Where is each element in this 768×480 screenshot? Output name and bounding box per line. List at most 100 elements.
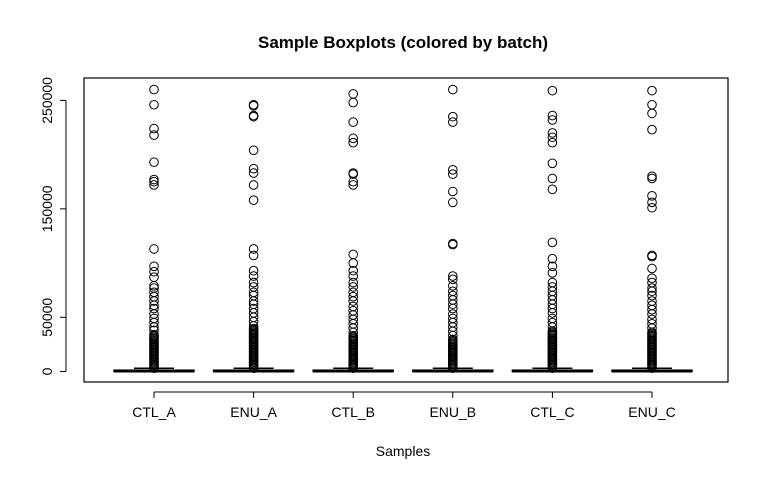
outlier-point (448, 334, 458, 345)
outlier-point (647, 290, 657, 301)
outlier-point (149, 281, 159, 291)
outlier-point (448, 274, 458, 285)
x-tick-label: CTL_A (132, 404, 176, 420)
box-ctl-c (511, 85, 594, 374)
outlier-point (248, 180, 259, 190)
outlier-point (647, 250, 657, 261)
outlier-point (348, 133, 359, 144)
outlier-point (547, 282, 558, 292)
y-tick-label: 50000 (39, 298, 55, 337)
y-tick-label: 150000 (39, 185, 55, 232)
y-tick-label: 250000 (39, 77, 55, 124)
y-axis-ticks: 0 50000 150000 250000 (39, 77, 66, 375)
outlier-point (149, 266, 159, 277)
outlier-point (547, 277, 558, 288)
outlier-point (647, 314, 657, 325)
chart-title: Sample Boxplots (colored by batch) (258, 33, 548, 52)
outlier-point (547, 132, 558, 143)
outlier-point (348, 282, 359, 292)
box-ctl-a (113, 84, 195, 374)
outlier-point (547, 173, 558, 184)
outlier-point (348, 287, 359, 298)
outlier-point (448, 197, 458, 208)
outlier-point (448, 238, 458, 249)
box-enu-c (611, 85, 693, 374)
outlier-point (647, 99, 657, 110)
outlier-point (149, 174, 159, 185)
outlier-point (248, 282, 259, 292)
outlier-point (647, 283, 657, 293)
outlier-point (547, 110, 558, 121)
outlier-point (647, 171, 657, 182)
outlier-point (248, 265, 259, 276)
x-tick-label: ENU_A (230, 404, 277, 420)
outlier-point (647, 202, 657, 213)
outlier-point (149, 130, 159, 140)
outlier-point (248, 168, 259, 178)
outlier-point (149, 157, 159, 168)
outlier-point (149, 244, 159, 254)
x-tick-label: CTL_C (530, 404, 574, 420)
outlier-point (149, 283, 159, 293)
outlier-point (547, 261, 558, 272)
outlier-point (348, 305, 359, 316)
outlier-point (248, 277, 259, 288)
outlier-point (547, 237, 558, 248)
outlier-point (348, 117, 359, 127)
outlier-point (248, 271, 259, 281)
outlier-point (448, 271, 458, 281)
outlier-point (647, 318, 657, 329)
outlier-point (448, 84, 458, 95)
outlier-point (348, 301, 359, 312)
box-enu-b (412, 84, 494, 374)
outlier-point (647, 191, 657, 201)
outlier-point (647, 300, 657, 311)
outlier-point (248, 99, 259, 110)
outlier-point (149, 176, 159, 187)
outlier-point (547, 184, 558, 195)
outlier-point (547, 313, 558, 324)
outlier-point (149, 84, 159, 95)
outlier-point (448, 286, 458, 297)
outlier-point (647, 277, 657, 288)
outlier-point (448, 117, 458, 127)
outlier-point (547, 317, 558, 328)
outlier-point (547, 115, 558, 125)
outlier-point (149, 180, 159, 190)
outlier-point (149, 272, 159, 282)
outlier-point (348, 331, 359, 341)
outlier-point (647, 273, 657, 284)
outlier-point (348, 137, 359, 148)
outlier-point (647, 124, 657, 135)
outlier-point (647, 85, 657, 96)
x-axis-label: Samples (376, 443, 430, 459)
outlier-point (149, 99, 159, 110)
outlier-point (348, 271, 359, 281)
outlier-point (448, 290, 458, 301)
outlier-point (448, 165, 458, 175)
box-enu-a (212, 99, 295, 374)
x-axis-ticks: CTL_A ENU_A CTL_B ENU_B CTL_C ENU_C (132, 392, 676, 420)
plot-frame (83, 77, 729, 383)
outlier-point (448, 313, 458, 324)
outlier-point (547, 268, 558, 278)
outlier-point (547, 158, 558, 169)
outlier-point (149, 303, 159, 314)
outlier-point (248, 244, 259, 254)
outlier-point (149, 329, 159, 340)
box-ctl-b (312, 89, 394, 374)
outlier-point (448, 169, 458, 179)
outlier-point (647, 263, 657, 274)
outlier-point (448, 186, 458, 197)
outlier-point (149, 313, 159, 324)
outlier-point (547, 137, 558, 148)
outlier-point (547, 253, 558, 264)
x-tick-label: ENU_C (628, 404, 675, 420)
box-group (113, 84, 693, 374)
outlier-point (248, 110, 259, 121)
x-tick-label: ENU_B (429, 404, 476, 420)
outlier-point (348, 265, 359, 276)
outlier-point (348, 89, 359, 99)
outlier-point (448, 281, 458, 291)
outlier-point (248, 195, 259, 205)
